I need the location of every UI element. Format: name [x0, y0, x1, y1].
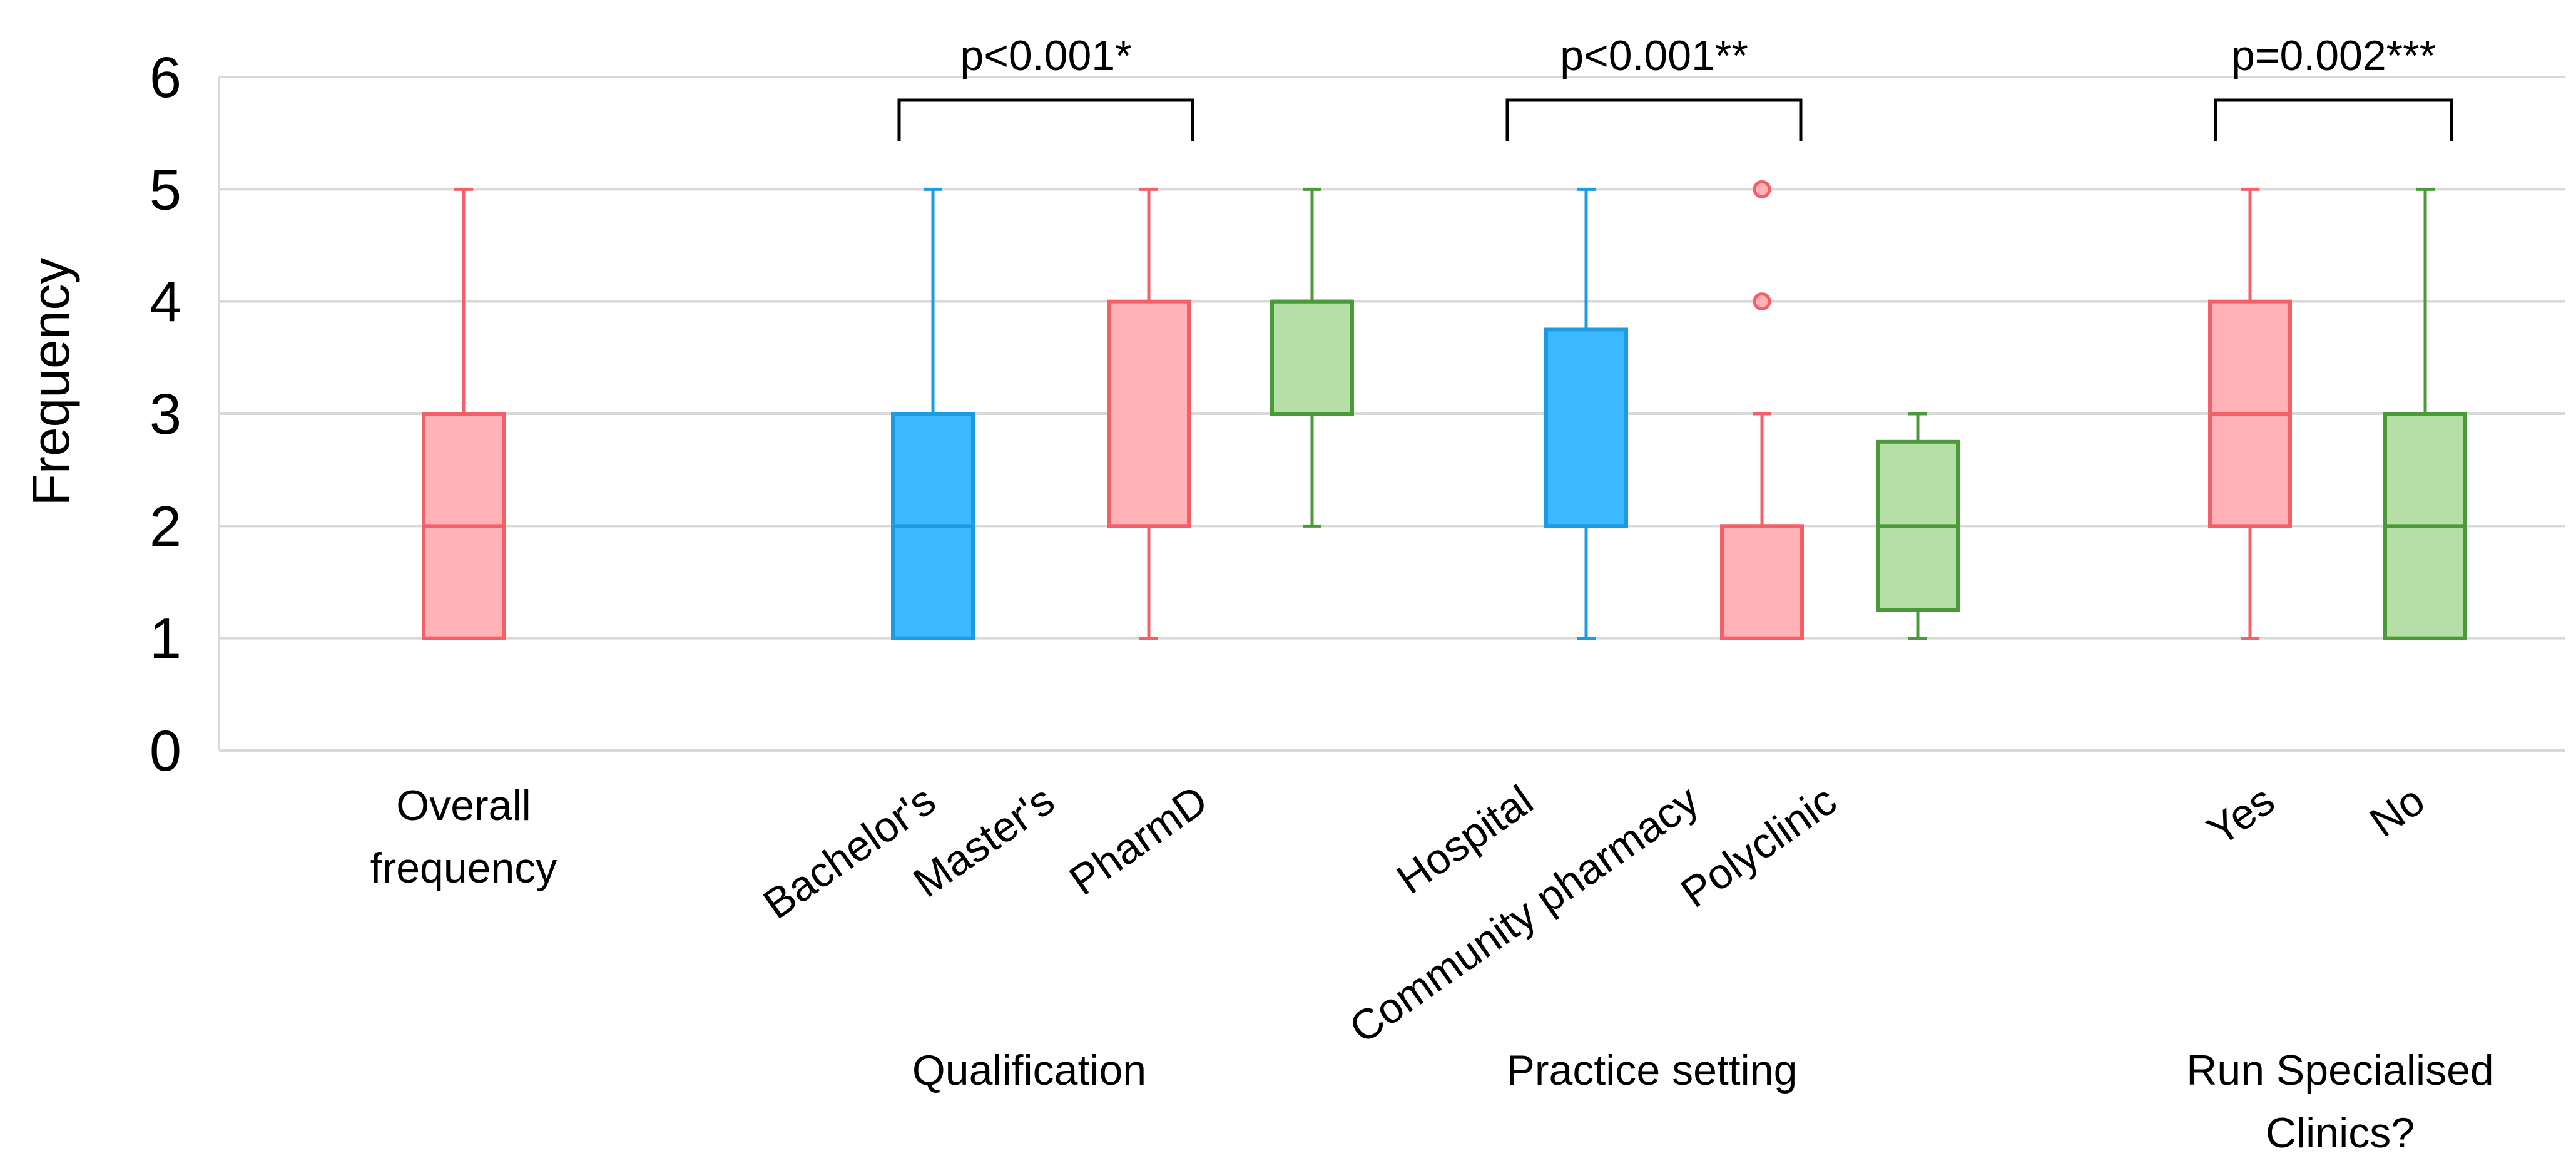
bracket-line [2214, 98, 2453, 141]
y-tick-label: 4 [150, 270, 181, 334]
category-labels: Overall frequency Bachelor'sMaster'sPharmD… [370, 776, 2433, 1053]
p-value-label: p=0.002*** [2231, 32, 2436, 79]
y-tick-label: 2 [150, 494, 181, 558]
category-label-line: Overall [396, 782, 531, 829]
box-body [1270, 299, 1354, 416]
y-tick-label: 3 [150, 382, 181, 446]
group-label: Qualification [912, 1047, 1146, 1094]
y-axis-title: Frequency [21, 258, 80, 506]
box-layer [422, 180, 2467, 640]
box-0 [422, 187, 506, 640]
category-label: No [2361, 776, 2433, 846]
group-label-line: Clinics? [2266, 1109, 2415, 1157]
box-body [1720, 524, 1804, 640]
significance-bracket: p=0.002*** [2214, 32, 2453, 141]
group-label-line: Qualification [912, 1047, 1146, 1094]
y-tick-label: 1 [150, 607, 181, 671]
box-3 [1270, 187, 1354, 528]
significance-bracket: p<0.001** [1505, 32, 1803, 141]
group-label-line: Practice setting [1507, 1047, 1798, 1094]
box-1 [891, 187, 975, 640]
y-tick-label: 0 [150, 719, 181, 783]
annotation-layer: p<0.001* p<0.001** p=0.002*** [897, 32, 2453, 141]
y-tick-label: 5 [150, 158, 181, 222]
box-5 [1720, 180, 1804, 640]
y-tick-labels: 0 1 2 3 4 5 6 [150, 46, 181, 783]
group-label: Practice setting [1507, 1047, 1798, 1094]
category-label: Bachelor's [755, 776, 944, 928]
y-tick-label: 6 [150, 46, 181, 110]
grid-layer [218, 76, 2565, 752]
box-2 [1107, 187, 1191, 640]
group-labels: Qualification Practice setting Run Special… [912, 1047, 2494, 1157]
category-label: PharmD [1061, 776, 1216, 904]
box-6 [1876, 412, 1960, 640]
box-7 [2208, 187, 2292, 640]
category-label: Polyclinic [1672, 776, 1845, 917]
category-label: Yes [2199, 776, 2283, 855]
category-label: Overall frequency [370, 782, 557, 892]
group-label-line: Run Specialised [2186, 1047, 2493, 1094]
p-value-label: p<0.001* [960, 32, 1131, 79]
box-body [1107, 299, 1191, 528]
outlier-point [1753, 180, 1771, 198]
box-body [1544, 327, 1628, 528]
box-8 [2383, 187, 2467, 640]
bracket-line [897, 98, 1194, 141]
category-label-line: frequency [370, 844, 557, 892]
significance-bracket: p<0.001* [897, 32, 1194, 141]
bracket-line [1505, 98, 1803, 141]
p-value-label: p<0.001** [1560, 32, 1748, 79]
outlier-point [1753, 292, 1771, 311]
group-label: Run Specialised Clinics? [2186, 1047, 2493, 1157]
category-label: Hospital [1388, 776, 1542, 903]
box-4 [1544, 187, 1628, 640]
